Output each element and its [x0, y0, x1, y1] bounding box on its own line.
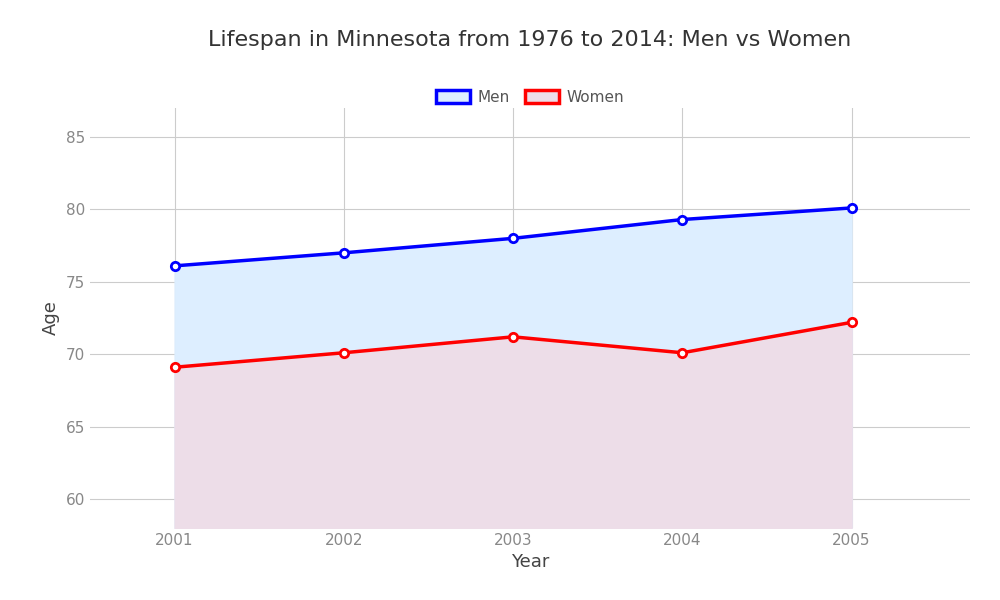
Y-axis label: Age: Age	[42, 301, 60, 335]
X-axis label: Year: Year	[511, 553, 549, 571]
Legend: Men, Women: Men, Women	[429, 82, 631, 112]
Title: Lifespan in Minnesota from 1976 to 2014: Men vs Women: Lifespan in Minnesota from 1976 to 2014:…	[208, 29, 852, 49]
